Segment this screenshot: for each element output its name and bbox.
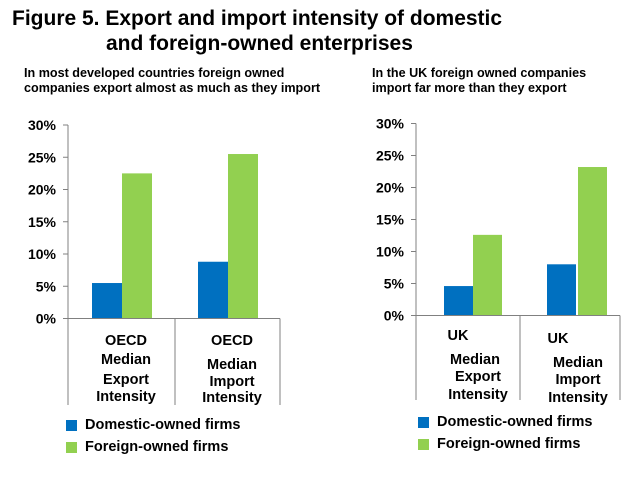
left-chart-subtitle: In most developed countries foreign owne… <box>24 66 320 96</box>
x-category-label: Intensity <box>448 387 508 403</box>
x-category-label: Intensity <box>548 390 608 406</box>
legend-label-domestic: Domestic-owned firms <box>85 417 241 433</box>
right-chart-subtitle: In the UK foreign owned companies import… <box>372 66 586 96</box>
x-category-label: Median <box>553 355 603 371</box>
y-tick-label: 25% <box>376 148 405 164</box>
right-chart-subtitle-line: import far more than they export <box>372 81 567 95</box>
x-category-label: OECD <box>105 333 147 349</box>
y-tick-label: 30% <box>376 116 405 132</box>
bar-foreign <box>578 167 607 316</box>
legend-item-domestic: Domestic-owned firms <box>66 414 241 436</box>
x-category-label: Intensity <box>96 389 156 405</box>
legend-item-domestic: Domestic-owned firms <box>418 411 593 433</box>
x-category-label: Median <box>101 352 151 368</box>
left-chart-subtitle-line: companies export almost as much as they … <box>24 81 321 95</box>
bar-foreign <box>122 173 152 319</box>
y-tick-label: 20% <box>376 180 405 196</box>
legend-swatch-domestic <box>418 416 429 428</box>
x-category-label: Export <box>103 372 149 388</box>
x-category-label: Median <box>450 352 500 368</box>
y-tick-label: 0% <box>384 308 405 324</box>
bar-foreign <box>228 154 258 319</box>
x-category-label: OECD <box>211 333 253 349</box>
legend-item-foreign: Foreign-owned firms <box>418 433 593 455</box>
x-category-label: UK <box>548 331 569 347</box>
legend-swatch-domestic <box>66 419 77 431</box>
x-category-label: Median <box>207 357 257 373</box>
left-chart-legend: Domestic-owned firms Foreign-owned firms <box>66 414 241 458</box>
left-chart-subtitle-line: In most developed countries foreign owne… <box>24 66 285 80</box>
right-chart-subtitle-line: In the UK foreign owned companies <box>372 66 587 80</box>
y-tick-label: 10% <box>28 246 57 262</box>
y-tick-label: 30% <box>28 117 57 133</box>
bar-domestic <box>444 286 473 316</box>
x-category-label: UK <box>448 328 469 344</box>
y-tick-label: 5% <box>384 276 405 292</box>
y-tick-label: 15% <box>376 212 405 228</box>
y-tick-label: 0% <box>36 311 57 327</box>
figure-title-line-2: and foreign-owned enterprises <box>106 32 413 55</box>
figure-title-line-1: Figure 5. Export and import intensity of… <box>12 7 503 30</box>
x-category-label: Intensity <box>202 390 262 406</box>
bar-domestic <box>92 283 122 319</box>
y-tick-label: 25% <box>28 149 57 165</box>
y-tick-label: 10% <box>376 244 405 260</box>
legend-label-domestic: Domestic-owned firms <box>437 414 593 430</box>
x-category-label: Import <box>209 374 254 390</box>
y-tick-label: 20% <box>28 182 57 198</box>
y-tick-label: 5% <box>36 278 57 294</box>
legend-swatch-foreign <box>418 438 429 450</box>
x-category-label: Import <box>555 372 600 388</box>
x-category-label: Export <box>455 369 501 385</box>
legend-swatch-foreign <box>66 441 77 453</box>
figure-title: Figure 5. Export and import intensity of… <box>12 6 612 56</box>
bar-foreign <box>473 234 502 316</box>
right-chart-legend: Domestic-owned firms Foreign-owned firms <box>418 411 593 455</box>
y-tick-label: 15% <box>28 214 57 230</box>
legend-label-foreign: Foreign-owned firms <box>437 436 581 452</box>
legend-label-foreign: Foreign-owned firms <box>85 439 229 455</box>
bar-domestic <box>198 261 228 319</box>
bar-domestic <box>547 264 576 316</box>
legend-item-foreign: Foreign-owned firms <box>66 436 241 458</box>
